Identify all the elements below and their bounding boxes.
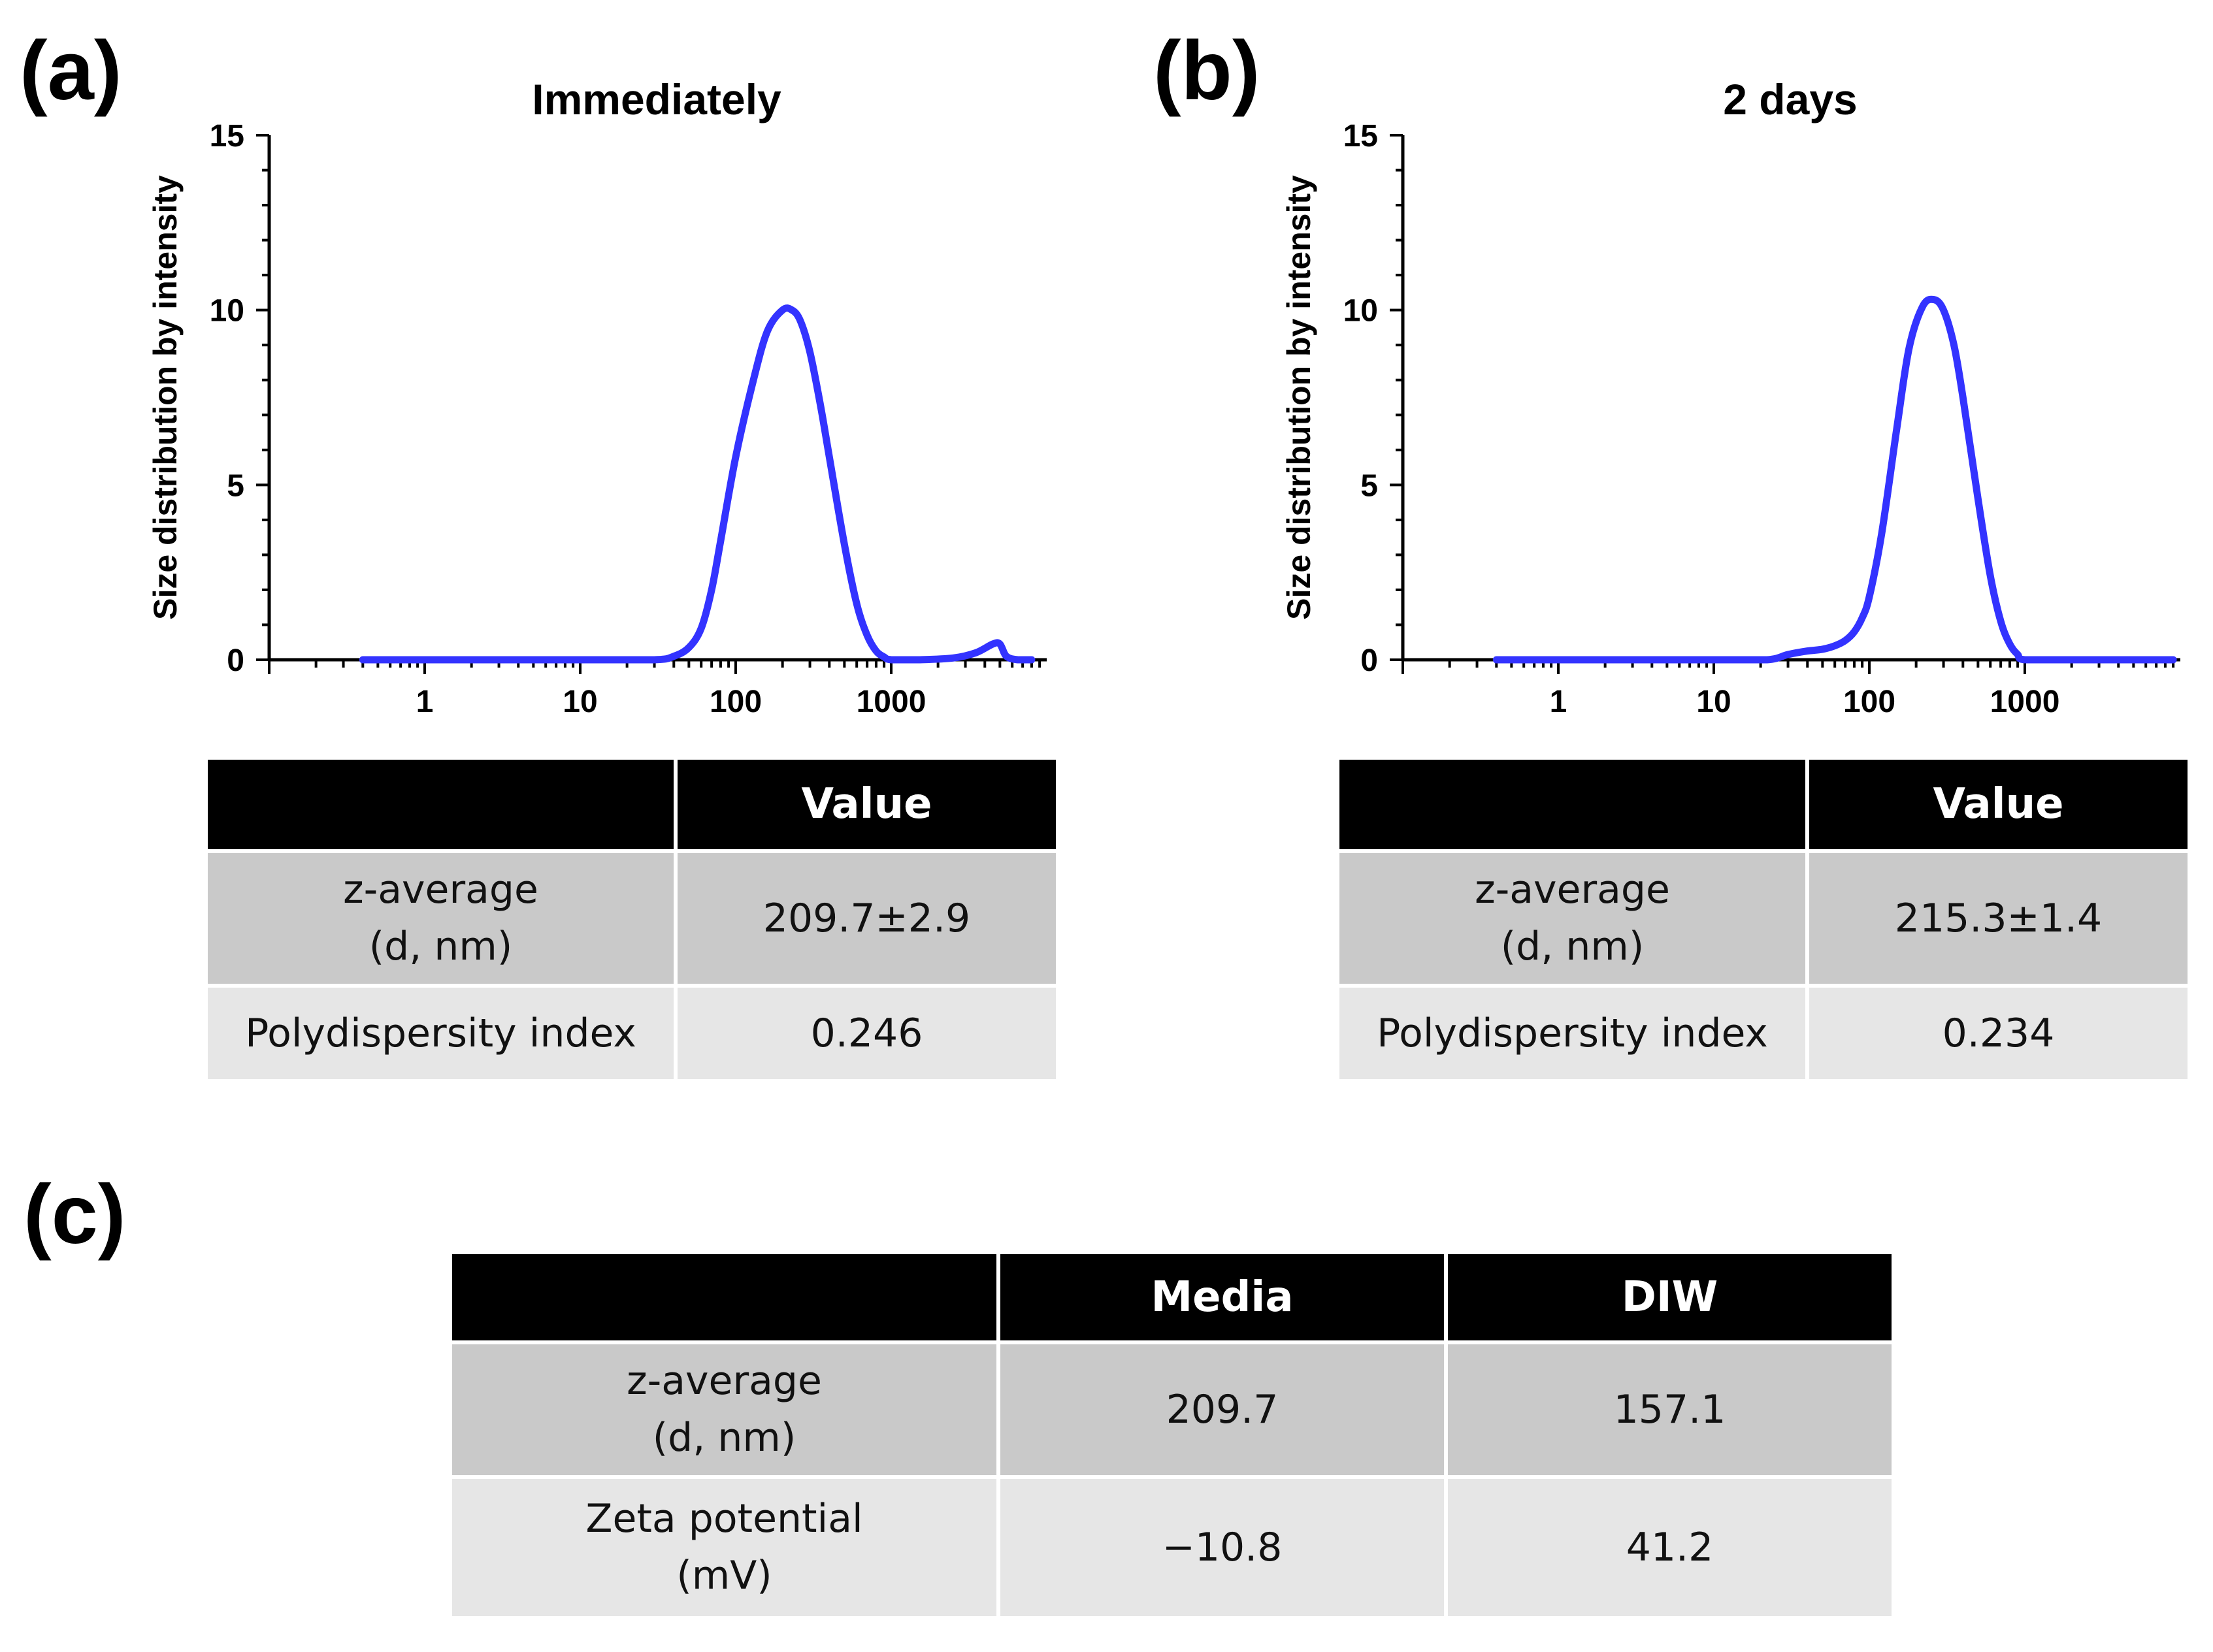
table-cell: z-average (d, nm) [452,1344,996,1475]
table-cell: −10.8 [1000,1479,1444,1616]
table-cell: z-average (d, nm) [1339,853,1805,984]
y-axis-label: Size distribution by intensity [1281,175,1317,620]
y-axis-label: Size distribution by intensity [147,175,184,620]
panel-label-b: (b) [1153,24,1260,118]
table-cell: 209.7±2.9 [678,853,1056,984]
table-cell: 215.3±1.4 [1809,853,2188,984]
table-cell: 41.2 [1448,1479,1892,1616]
table-b: Value z-average (d, nm) 215.3±1.4 Polydispe… [1339,760,2188,1079]
x-tick-label: 10 [1696,685,1731,719]
table-header-cell [452,1254,996,1340]
chart-title: Immediately [532,75,781,123]
x-tick-label: 1000 [857,685,926,719]
y-tick-label: 10 [1343,294,1378,329]
table-cell: Polydispersity index [208,988,674,1079]
y-tick-label: 5 [1360,468,1378,503]
x-tick-label: 1000 [1990,685,2060,719]
x-tick-label: 1 [416,685,434,719]
x-tick-label: 1 [1550,685,1567,719]
table-cell: z-average (d, nm) [208,853,674,984]
table-header-cell: Value [1809,760,2188,849]
panel-label-c: (c) [24,1168,126,1261]
y-tick-label: 15 [1343,119,1378,154]
table-cell: Polydispersity index [1339,988,1805,1079]
table-header-cell [1339,760,1805,849]
table-cell: 0.234 [1809,988,2188,1079]
series-line [1492,295,2177,664]
table-a: Value z-average (d, nm) 209.7±2.9 Polydispe… [208,760,1056,1079]
y-tick-label: 0 [227,643,244,678]
table-cell: Zeta potential (mV) [452,1479,996,1616]
x-tick-label: 10 [563,685,597,719]
size-distribution-chart-immediately: Immediately Size distribution by intensit… [147,75,1047,719]
table-header-cell [208,760,674,849]
table-c: Media DIW z-average (d, nm) 209.7 157.1 Zeta … [452,1254,1892,1616]
series-line [359,304,1036,664]
chart-title: 2 days [1723,75,1857,123]
size-distribution-chart-2-days: 2 days Size distribution by intensity 0 5 10… [1281,75,2180,719]
table-header-cell: DIW [1448,1254,1892,1340]
x-tick-label: 100 [1843,685,1895,719]
y-tick-label: 0 [1360,643,1378,678]
y-tick-label: 10 [210,294,244,329]
table-cell: 0.246 [678,988,1056,1079]
table-header-cell: Media [1000,1254,1444,1340]
table-cell: 157.1 [1448,1344,1892,1475]
table-header-cell: Value [678,760,1056,849]
table-cell: 209.7 [1000,1344,1444,1475]
y-tick-label: 15 [210,119,244,154]
y-tick-label: 5 [227,468,244,503]
x-tick-label: 100 [710,685,762,719]
panel-label-a: (a) [20,24,122,118]
